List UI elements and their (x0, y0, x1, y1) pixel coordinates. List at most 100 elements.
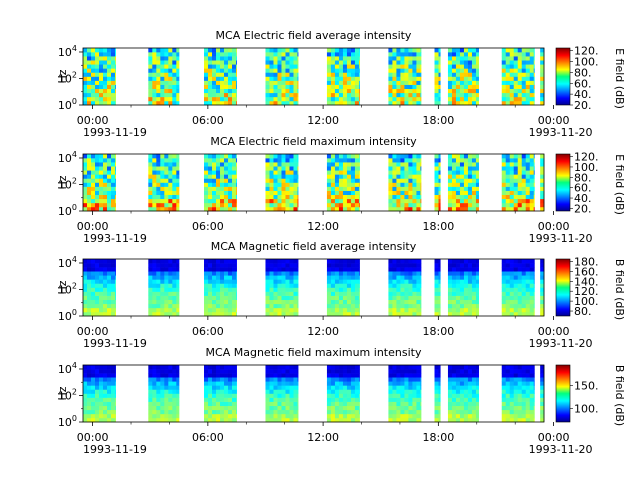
spectrogram-segment (447, 154, 479, 212)
spectrogram-segment (540, 154, 545, 212)
colorbar-tick-label: 20. (574, 99, 592, 112)
spectrogram-segment (434, 154, 441, 212)
colorbar-tick-label: 120. (574, 45, 599, 58)
colorbar-tick-label: 100. (574, 56, 599, 69)
colorbar (555, 364, 571, 423)
panel-title: MCA Magnetic field maximum intensity (206, 346, 422, 359)
colorbar (555, 153, 571, 212)
spectrogram-segment (540, 259, 545, 317)
spectrogram-segment (388, 259, 422, 317)
colorbar-label: B field (dB) (613, 365, 626, 426)
x-tick-label: 06:00 (192, 114, 224, 127)
colorbar (555, 47, 571, 106)
x-tick-label: 00:00 (77, 431, 109, 444)
spectrogram-segment (501, 154, 535, 212)
colorbar-tick-label: 100. (574, 295, 599, 308)
colorbar-tick-label: 150. (574, 380, 599, 393)
spectrogram-segment (148, 365, 180, 423)
colorbar-tick-label: 100. (574, 161, 599, 174)
colorbar-tick-label: 120. (574, 285, 599, 298)
y-tick-label: 102 (58, 281, 77, 296)
y-tick-label: 102 (58, 70, 77, 85)
panel-4: MCA Magnetic field maximum intensityHz10… (56, 346, 626, 456)
colorbar-tick-label: 60. (574, 182, 592, 195)
colorbar-tick-label: 120. (574, 151, 599, 164)
spectrogram-segment (388, 154, 422, 212)
spectrogram-segment (326, 365, 360, 423)
spectrogram-segment (265, 154, 299, 212)
y-axis-label: Hz (56, 280, 69, 294)
axes-frame (82, 364, 545, 423)
x-tick-label: 00:00 (538, 325, 570, 338)
colorbar-tick-label: 180. (574, 255, 599, 268)
x-date-end: 1993-11-20 (529, 337, 593, 350)
x-tick-label: 12:00 (307, 431, 339, 444)
spectrogram-segment (388, 48, 422, 106)
spectrogram-segment (501, 259, 535, 317)
colorbar-tick-label: 40. (574, 88, 592, 101)
panel-3: MCA Magnetic field average intensityHz10… (56, 240, 626, 350)
spectrogram-segment (148, 259, 180, 317)
spectrogram-segment (326, 154, 360, 212)
spectrogram-segment (265, 365, 299, 423)
x-tick-label: 12:00 (307, 325, 339, 338)
x-tick-label: 00:00 (77, 220, 109, 233)
panel-1: MCA Electric field average intensityHz10… (56, 29, 626, 139)
x-tick-label: 18:00 (423, 220, 455, 233)
y-tick-label: 102 (58, 387, 77, 402)
spectrogram-segment (434, 365, 441, 423)
panel-2: MCA Electric field maximum intensityHz10… (56, 135, 626, 245)
spectrogram-segment (447, 365, 479, 423)
colorbar-label: B field (dB) (613, 259, 626, 320)
x-date-start: 1993-11-19 (83, 232, 147, 245)
spectrogram-segment (204, 154, 237, 212)
x-tick-label: 18:00 (423, 325, 455, 338)
x-tick-label: 12:00 (307, 220, 339, 233)
spectrogram-segment (501, 48, 535, 106)
y-tick-label: 104 (58, 255, 77, 270)
colorbar (555, 258, 571, 317)
x-date-end: 1993-11-20 (529, 443, 593, 456)
colorbar-tick-label: 60. (574, 77, 592, 90)
spectrogram-segment (83, 259, 116, 317)
colorbar-tick-label: 160. (574, 265, 599, 278)
spectrogram-segment (148, 48, 180, 106)
colorbar-tick-label: 80. (574, 66, 592, 79)
x-tick-label: 06:00 (192, 220, 224, 233)
spectrogram-segment (447, 259, 479, 317)
x-tick-label: 00:00 (538, 114, 570, 127)
spectrogram-segment (204, 259, 237, 317)
colorbar-tick-label: 80. (574, 305, 592, 318)
y-tick-label: 100 (58, 308, 77, 323)
axes-frame (82, 47, 545, 106)
spectrogram-segment (434, 259, 441, 317)
spectrogram-segment (265, 48, 299, 106)
colorbar-tick-label: 80. (574, 171, 592, 184)
spectrogram-segment (501, 365, 535, 423)
spectrogram-segment (83, 154, 116, 212)
y-tick-label: 100 (58, 203, 77, 218)
x-tick-label: 00:00 (77, 114, 109, 127)
x-tick-label: 06:00 (192, 431, 224, 444)
panel-title: MCA Magnetic field average intensity (211, 240, 417, 253)
spectrogram-segment (447, 48, 479, 106)
colorbar-label: E field (dB) (613, 48, 626, 109)
y-tick-label: 104 (58, 150, 77, 165)
axes-frame (82, 153, 545, 212)
x-date-start: 1993-11-19 (83, 126, 147, 139)
x-tick-label: 00:00 (538, 431, 570, 444)
spectrogram-segment (83, 365, 116, 423)
colorbar-tick-label: 40. (574, 192, 592, 205)
y-tick-label: 104 (58, 44, 77, 59)
spectrogram-segment (83, 48, 116, 106)
y-axis-label: Hz (56, 175, 69, 189)
x-date-end: 1993-11-20 (529, 126, 593, 139)
x-tick-label: 00:00 (77, 325, 109, 338)
colorbar-tick-label: 20. (574, 202, 592, 215)
x-tick-label: 18:00 (423, 114, 455, 127)
colorbar-label: E field (dB) (613, 154, 626, 215)
y-axis-label: Hz (56, 69, 69, 83)
spectrogram-segment (204, 365, 237, 423)
